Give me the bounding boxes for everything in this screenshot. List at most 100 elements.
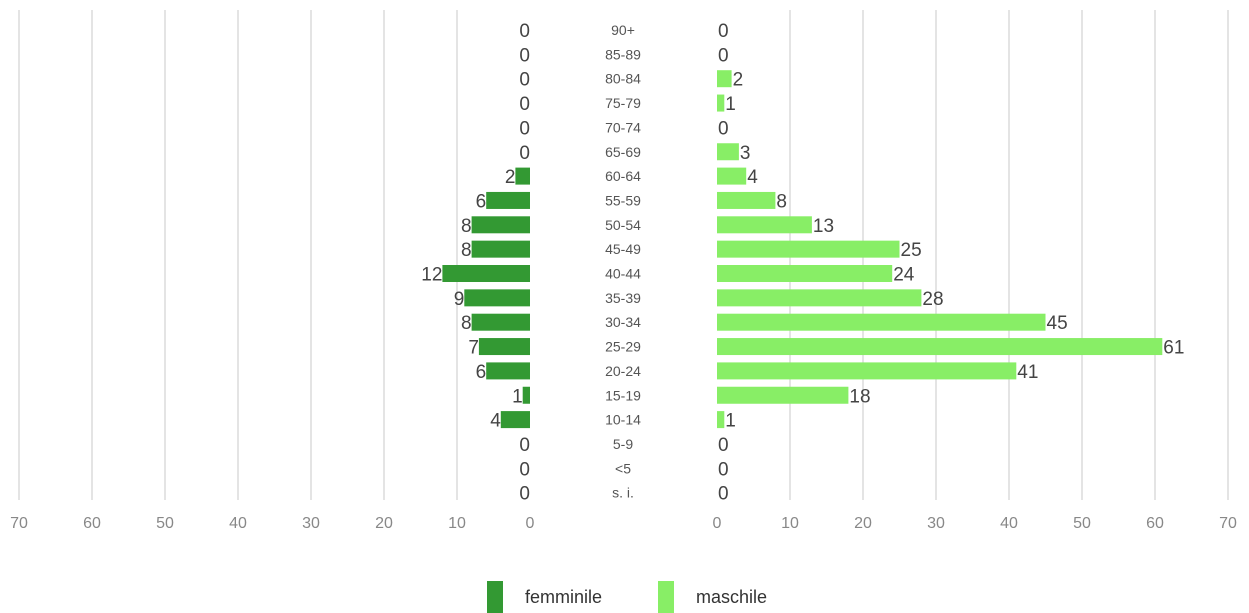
bar-maschile-80-84 [717, 70, 732, 88]
data-label-maschile-10-14: 1 [725, 411, 736, 432]
bar-femminile-55-59 [486, 191, 530, 209]
category-label-75-79: 75-79 [605, 95, 641, 111]
data-label-maschile-50-54: 13 [813, 216, 834, 237]
data-label-femminile-90+: 0 [519, 21, 530, 42]
bar-femminile-25-29 [478, 338, 530, 356]
category-label-25-29: 25-29 [605, 339, 641, 355]
category-label-15-19: 15-19 [605, 387, 641, 403]
bar-femminile-20-24 [486, 362, 530, 380]
x-tick-right-40: 40 [1000, 515, 1018, 532]
data-label-femminile-85-89: 0 [519, 45, 530, 66]
bar-maschile-15-19 [717, 386, 849, 404]
bar-maschile-55-59 [717, 191, 776, 209]
x-tick-left-50: 50 [156, 515, 174, 532]
category-label-85-89: 85-89 [605, 46, 641, 62]
data-label-femminile-65-69: 0 [519, 143, 530, 164]
data-label-femminile-5-9: 0 [519, 435, 530, 456]
data-label-femminile-<5: 0 [519, 459, 530, 480]
gridlines [18, 10, 1229, 500]
x-tick-left-0: 0 [526, 515, 535, 532]
legend-swatch-femminile [487, 581, 503, 613]
category-label-s. i.: s. i. [612, 485, 634, 501]
data-label-maschile-80-84: 2 [733, 70, 744, 91]
x-tick-right-30: 30 [927, 515, 945, 532]
bar-femminile-50-54 [471, 216, 530, 234]
data-label-maschile-<5: 0 [718, 459, 729, 480]
data-label-femminile-80-84: 0 [519, 70, 530, 91]
data-label-femminile-55-59: 6 [476, 191, 487, 212]
x-axis-ticks: 0 0 10 10 20 20 30 30 40 40 50 50 60 60 70 70 [10, 515, 1237, 532]
bar-maschile-60-64 [717, 167, 747, 185]
bar-maschile-10-14 [717, 411, 725, 429]
bar-femminile-10-14 [500, 411, 530, 429]
bar-femminile-35-39 [464, 289, 530, 307]
category-labels: 90+ 85-89 80-84 75-79 70-74 65-69 60-64 55-59 50… [605, 22, 641, 501]
legend-item-maschile: maschile [658, 581, 767, 613]
bar-femminile-30-34 [471, 313, 530, 331]
data-label-maschile-65-69: 3 [740, 143, 751, 164]
bar-maschile-75-79 [717, 94, 725, 112]
category-label-35-39: 35-39 [605, 290, 641, 306]
bar-maschile-65-69 [717, 143, 739, 161]
data-label-femminile-s. i.: 0 [519, 484, 530, 505]
data-label-femminile-60-64: 2 [505, 167, 516, 188]
x-tick-right-0: 0 [713, 515, 722, 532]
x-tick-right-60: 60 [1146, 515, 1164, 532]
category-label-65-69: 65-69 [605, 144, 641, 160]
bar-femminile-45-49 [471, 240, 530, 258]
data-label-femminile-75-79: 0 [519, 94, 530, 115]
category-label-<5: <5 [615, 460, 631, 476]
x-tick-right-20: 20 [854, 515, 872, 532]
data-label-femminile-25-29: 7 [468, 338, 479, 359]
category-label-40-44: 40-44 [605, 266, 641, 282]
data-label-femminile-35-39: 9 [454, 289, 465, 310]
bar-maschile-50-54 [717, 216, 812, 234]
data-label-maschile-45-49: 25 [901, 240, 922, 261]
bar-femminile-15-19 [522, 386, 530, 404]
x-tick-left-20: 20 [375, 515, 393, 532]
bar-maschile-40-44 [717, 265, 893, 282]
category-label-5-9: 5-9 [613, 436, 633, 452]
data-label-maschile-60-64: 4 [747, 167, 758, 188]
category-label-20-24: 20-24 [605, 363, 641, 379]
data-label-femminile-40-44: 12 [421, 265, 442, 286]
category-label-50-54: 50-54 [605, 217, 641, 233]
data-label-femminile-45-49: 8 [461, 240, 472, 261]
data-label-femminile-20-24: 6 [476, 362, 487, 383]
data-label-maschile-90+: 0 [718, 21, 729, 42]
category-label-55-59: 55-59 [605, 192, 641, 208]
x-tick-left-10: 10 [448, 515, 466, 532]
data-label-maschile-s. i.: 0 [718, 484, 729, 505]
legend: femminile maschile [0, 575, 1249, 613]
data-label-femminile-15-19: 1 [512, 386, 523, 407]
bar-maschile-35-39 [717, 289, 922, 307]
data-label-femminile-50-54: 8 [461, 216, 472, 237]
legend-item-femminile: femminile [487, 581, 602, 613]
x-tick-right-50: 50 [1073, 515, 1091, 532]
data-label-femminile-70-74: 0 [519, 118, 530, 139]
data-label-maschile-55-59: 8 [776, 191, 787, 212]
data-label-femminile-10-14: 4 [490, 411, 501, 432]
bar-maschile-30-34 [717, 313, 1046, 331]
x-tick-left-70: 70 [10, 515, 28, 532]
category-label-60-64: 60-64 [605, 168, 641, 184]
data-label-maschile-5-9: 0 [718, 435, 729, 456]
data-label-maschile-85-89: 0 [718, 45, 729, 66]
x-tick-left-30: 30 [302, 515, 320, 532]
category-label-70-74: 70-74 [605, 119, 641, 135]
data-label-maschile-30-34: 45 [1047, 313, 1068, 334]
category-label-30-34: 30-34 [605, 314, 641, 330]
x-tick-left-60: 60 [83, 515, 101, 532]
category-label-45-49: 45-49 [605, 241, 641, 257]
x-tick-right-70: 70 [1219, 515, 1237, 532]
bar-femminile-40-44 [442, 265, 530, 282]
bar-maschile-45-49 [717, 240, 900, 258]
legend-swatch-maschile [658, 581, 674, 613]
data-label-maschile-75-79: 1 [725, 94, 736, 115]
data-label-maschile-70-74: 0 [718, 118, 729, 139]
category-label-10-14: 10-14 [605, 412, 641, 428]
data-label-maschile-20-24: 41 [1017, 362, 1038, 383]
data-label-maschile-35-39: 28 [922, 289, 943, 310]
